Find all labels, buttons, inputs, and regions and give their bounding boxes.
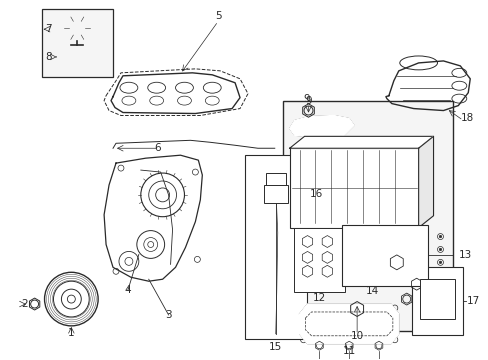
Text: 5: 5	[214, 11, 221, 21]
Text: 8: 8	[45, 52, 52, 62]
Text: 9: 9	[303, 94, 309, 104]
Circle shape	[438, 261, 441, 264]
Circle shape	[289, 163, 293, 167]
Text: 11: 11	[342, 346, 355, 356]
Text: 16: 16	[309, 189, 322, 199]
Circle shape	[438, 274, 441, 276]
Bar	[282, 100, 452, 331]
Text: 14: 14	[365, 286, 378, 296]
Circle shape	[351, 243, 355, 247]
Text: 1: 1	[68, 328, 75, 338]
Text: 12: 12	[312, 293, 325, 303]
Polygon shape	[299, 304, 398, 344]
Bar	[419, 279, 454, 319]
Text: 9: 9	[305, 96, 311, 105]
Bar	[244, 155, 306, 339]
Polygon shape	[289, 136, 433, 148]
Circle shape	[438, 248, 441, 251]
Polygon shape	[289, 116, 353, 138]
Bar	[289, 148, 418, 228]
Polygon shape	[385, 61, 469, 111]
Polygon shape	[111, 73, 240, 113]
Text: 15: 15	[268, 342, 282, 352]
Bar	[41, 9, 113, 77]
Text: 7: 7	[45, 24, 52, 34]
Circle shape	[289, 193, 293, 197]
Bar	[293, 228, 345, 292]
Text: 10: 10	[350, 331, 363, 341]
Circle shape	[438, 235, 441, 238]
Text: 2: 2	[21, 299, 28, 309]
Text: 13: 13	[457, 251, 470, 260]
Bar	[264, 185, 287, 203]
Text: 18: 18	[459, 113, 472, 123]
Polygon shape	[104, 155, 202, 281]
Bar	[411, 267, 462, 335]
Text: 6: 6	[154, 143, 161, 153]
Text: 17: 17	[467, 296, 480, 306]
Polygon shape	[418, 136, 433, 228]
Text: 3: 3	[165, 310, 172, 320]
Text: 4: 4	[124, 285, 131, 295]
Bar	[342, 225, 427, 286]
Bar	[265, 173, 285, 187]
